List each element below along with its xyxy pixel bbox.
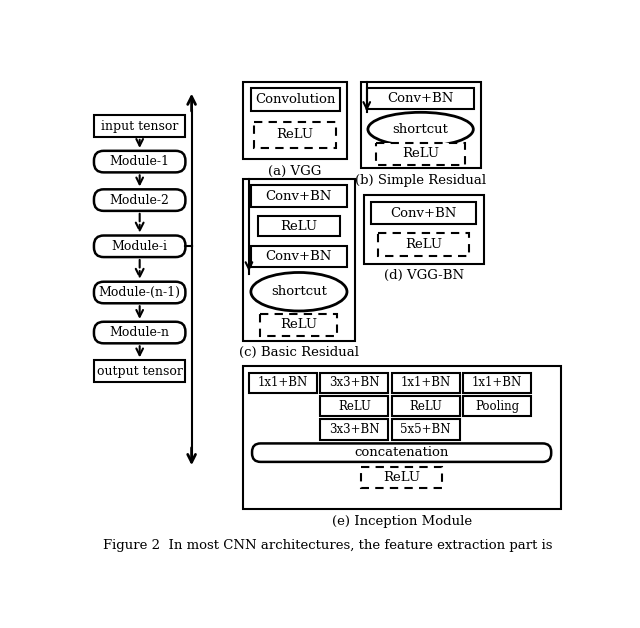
Bar	[392, 372, 460, 393]
Text: 3x3+BN: 3x3+BN	[329, 376, 380, 389]
Text: 1x1+BN: 1x1+BN	[401, 376, 451, 389]
Bar	[249, 372, 317, 393]
Text: output tensor: output tensor	[97, 364, 182, 377]
Bar	[376, 143, 465, 165]
Bar	[371, 202, 476, 224]
Text: Module-(n-1): Module-(n-1)	[99, 286, 180, 299]
Bar	[463, 372, 531, 393]
Bar	[364, 195, 484, 264]
Text: ReLU: ReLU	[280, 318, 317, 332]
Text: Pooling: Pooling	[475, 399, 519, 413]
Bar	[243, 82, 348, 158]
Bar	[392, 396, 460, 416]
Text: (b) Simple Residual: (b) Simple Residual	[355, 174, 486, 187]
Bar	[360, 82, 481, 168]
Bar	[320, 396, 388, 416]
FancyBboxPatch shape	[94, 151, 186, 172]
Bar	[260, 314, 337, 335]
Bar	[392, 419, 460, 440]
Bar	[463, 396, 531, 416]
Text: Module-n: Module-n	[109, 326, 170, 339]
FancyBboxPatch shape	[94, 282, 186, 303]
Text: (e) Inception Module: (e) Inception Module	[332, 515, 472, 528]
Text: ReLU: ReLU	[383, 471, 420, 484]
Text: Conv+BN: Conv+BN	[387, 92, 453, 105]
Bar	[367, 88, 474, 109]
Bar	[378, 233, 469, 256]
Text: Conv+BN: Conv+BN	[390, 207, 457, 220]
FancyBboxPatch shape	[94, 189, 186, 211]
Text: 1x1+BN: 1x1+BN	[258, 376, 308, 389]
Bar	[320, 419, 388, 440]
Ellipse shape	[368, 112, 474, 146]
Bar	[259, 216, 340, 236]
Bar	[254, 122, 336, 148]
Text: Module-i: Module-i	[111, 240, 168, 253]
Text: ReLU: ReLU	[404, 238, 442, 251]
Text: 5x5+BN: 5x5+BN	[401, 423, 451, 436]
Text: (c) Basic Residual: (c) Basic Residual	[239, 345, 359, 359]
Text: Module-1: Module-1	[109, 155, 170, 168]
Text: 1x1+BN: 1x1+BN	[472, 376, 522, 389]
Text: (d) VGG-BN: (d) VGG-BN	[383, 269, 464, 281]
Text: Convolution: Convolution	[255, 93, 335, 106]
Text: 3x3+BN: 3x3+BN	[329, 423, 380, 436]
Text: input tensor: input tensor	[101, 120, 179, 133]
Text: ReLU: ReLU	[402, 148, 439, 160]
Bar	[320, 372, 388, 393]
Bar	[250, 246, 348, 267]
Bar	[243, 180, 355, 341]
Bar	[243, 366, 561, 509]
Text: ReLU: ReLU	[338, 399, 371, 413]
FancyBboxPatch shape	[252, 443, 551, 462]
Text: shortcut: shortcut	[271, 285, 327, 298]
Text: ReLU: ReLU	[409, 399, 442, 413]
Text: concatenation: concatenation	[355, 446, 449, 459]
FancyBboxPatch shape	[94, 236, 186, 257]
Text: ReLU: ReLU	[276, 128, 314, 141]
Text: (a) VGG: (a) VGG	[268, 165, 322, 178]
Text: Conv+BN: Conv+BN	[266, 250, 332, 263]
Ellipse shape	[251, 273, 347, 311]
Bar	[94, 116, 186, 137]
Bar	[250, 185, 348, 207]
Text: ReLU: ReLU	[280, 220, 317, 233]
Text: Conv+BN: Conv+BN	[266, 190, 332, 203]
Text: Module-2: Module-2	[109, 193, 170, 207]
Text: shortcut: shortcut	[393, 122, 449, 136]
Bar	[94, 360, 186, 382]
Text: Figure 2  In most CNN architectures, the feature extraction part is: Figure 2 In most CNN architectures, the …	[103, 539, 553, 551]
Bar	[250, 88, 340, 111]
FancyBboxPatch shape	[94, 322, 186, 344]
Bar	[362, 467, 442, 488]
